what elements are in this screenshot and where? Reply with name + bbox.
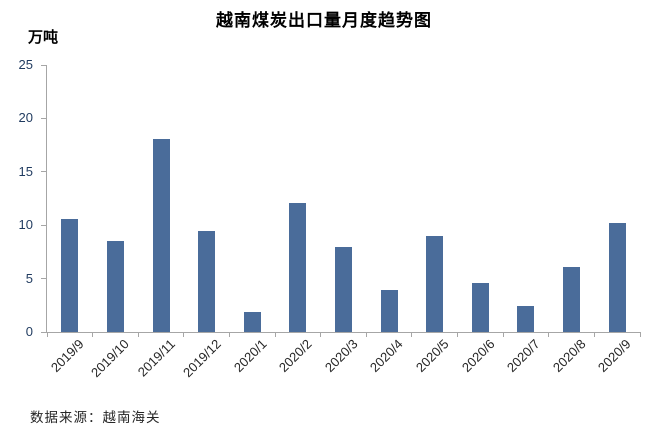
y-tick-mark [41,171,47,173]
bar [563,266,581,332]
y-tick-mark [41,331,47,333]
y-tick-label: 10 [18,217,33,233]
x-tick-label-text: 2019/9 [47,336,87,376]
source-note: 数据来源：越南海关 [30,410,161,425]
bar [106,241,124,332]
bar [198,230,216,332]
x-tick-mark [457,332,459,337]
bar [335,246,352,332]
y-tick-mark [41,224,47,226]
x-tick-label-text: 2020/1 [230,336,270,376]
y-axis-line [46,65,47,333]
x-tick-label-text: 2019/11 [134,336,178,380]
chart-title: 越南煤炭出口量月度趋势图 [216,11,432,30]
x-tick-mark [320,332,322,337]
x-tick-mark [228,332,230,337]
x-tick-label-text: 2020/8 [549,336,589,376]
y-tick-label: 20 [18,110,33,126]
bar [517,306,535,332]
y-axis-unit-label: 万吨 [28,29,59,46]
bar [471,282,489,332]
x-tick-label-text: 2020/4 [367,336,407,376]
y-tick-label: 0 [25,324,33,339]
y-tick-label: 25 [18,57,33,72]
x-tick-label-text: 2020/5 [412,336,452,376]
x-tick-label-text: 2019/10 [88,336,133,381]
x-tick-mark [137,332,139,337]
bar [380,290,398,332]
x-tick-label-text: 2019/12 [179,336,224,381]
x-tick-mark [46,332,48,337]
y-tick-mark [41,278,47,280]
y-tick-label: 5 [25,270,33,286]
x-tick-label-text: 2020/2 [276,336,315,376]
x-tick-mark [593,332,595,337]
x-tick-mark [92,332,94,337]
bar [608,223,626,332]
x-tick-mark [411,332,413,337]
bar [152,138,170,332]
x-tick-label-text: 2020/3 [321,336,361,376]
y-tick-mark [41,64,47,66]
y-tick-mark [41,117,47,119]
x-tick-mark [548,332,550,337]
y-tick-label: 15 [18,163,33,179]
x-tick-mark [274,332,276,337]
x-tick-mark [365,332,367,337]
bar [243,311,261,332]
x-tick-mark [639,332,641,337]
bar [61,218,79,332]
bar [426,235,444,332]
x-axis-line [46,332,641,333]
bar [289,202,307,332]
x-tick-label-text: 2020/9 [595,336,635,376]
x-tick-label-text: 2020/7 [504,336,543,376]
x-tick-mark [502,332,504,337]
x-tick-mark [183,332,185,337]
x-tick-label-text: 2020/6 [458,336,498,376]
